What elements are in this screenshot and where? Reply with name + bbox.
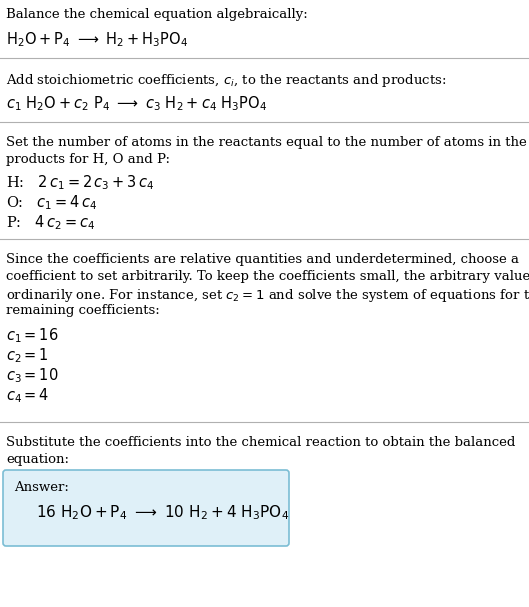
Text: Since the coefficients are relative quantities and underdetermined, choose a: Since the coefficients are relative quan…	[6, 253, 519, 266]
Text: Substitute the coefficients into the chemical reaction to obtain the balanced: Substitute the coefficients into the che…	[6, 436, 515, 449]
Text: remaining coefficients:: remaining coefficients:	[6, 304, 160, 317]
Text: $c_3 = 10$: $c_3 = 10$	[6, 366, 59, 385]
Text: Balance the chemical equation algebraically:: Balance the chemical equation algebraica…	[6, 8, 308, 21]
Text: Set the number of atoms in the reactants equal to the number of atoms in the: Set the number of atoms in the reactants…	[6, 136, 527, 149]
Text: O:   $c_1 = 4\,c_4$: O: $c_1 = 4\,c_4$	[6, 193, 97, 212]
Text: $\mathrm{H_2O + P_4 \ {\longrightarrow}\ H_2 + H_3PO_4}$: $\mathrm{H_2O + P_4 \ {\longrightarrow}\…	[6, 30, 188, 49]
Text: $c_1\ \mathrm{H_2O} + c_2\ \mathrm{P_4}\ {\longrightarrow}\ c_3\ \mathrm{H_2} + : $c_1\ \mathrm{H_2O} + c_2\ \mathrm{P_4}\…	[6, 94, 267, 113]
Text: products for H, O and P:: products for H, O and P:	[6, 153, 170, 166]
Text: equation:: equation:	[6, 453, 69, 466]
Text: $c_4 = 4$: $c_4 = 4$	[6, 386, 49, 405]
FancyBboxPatch shape	[3, 470, 289, 546]
Text: $16\ \mathrm{H_2O} + \mathrm{P_4}\ {\longrightarrow}\ 10\ \mathrm{H_2} + 4\ \mat: $16\ \mathrm{H_2O} + \mathrm{P_4}\ {\lon…	[36, 503, 289, 521]
Text: Answer:: Answer:	[14, 481, 69, 494]
Text: $c_1 = 16$: $c_1 = 16$	[6, 326, 59, 345]
Text: ordinarily one. For instance, set $c_2 = 1$ and solve the system of equations fo: ordinarily one. For instance, set $c_2 =…	[6, 287, 529, 304]
Text: P:   $4\,c_2 = c_4$: P: $4\,c_2 = c_4$	[6, 213, 95, 232]
Text: $c_2 = 1$: $c_2 = 1$	[6, 346, 49, 365]
Text: H:   $2\,c_1 = 2\,c_3 + 3\,c_4$: H: $2\,c_1 = 2\,c_3 + 3\,c_4$	[6, 173, 154, 192]
Text: Add stoichiometric coefficients, $c_i$, to the reactants and products:: Add stoichiometric coefficients, $c_i$, …	[6, 72, 446, 89]
Text: coefficient to set arbitrarily. To keep the coefficients small, the arbitrary va: coefficient to set arbitrarily. To keep …	[6, 270, 529, 283]
